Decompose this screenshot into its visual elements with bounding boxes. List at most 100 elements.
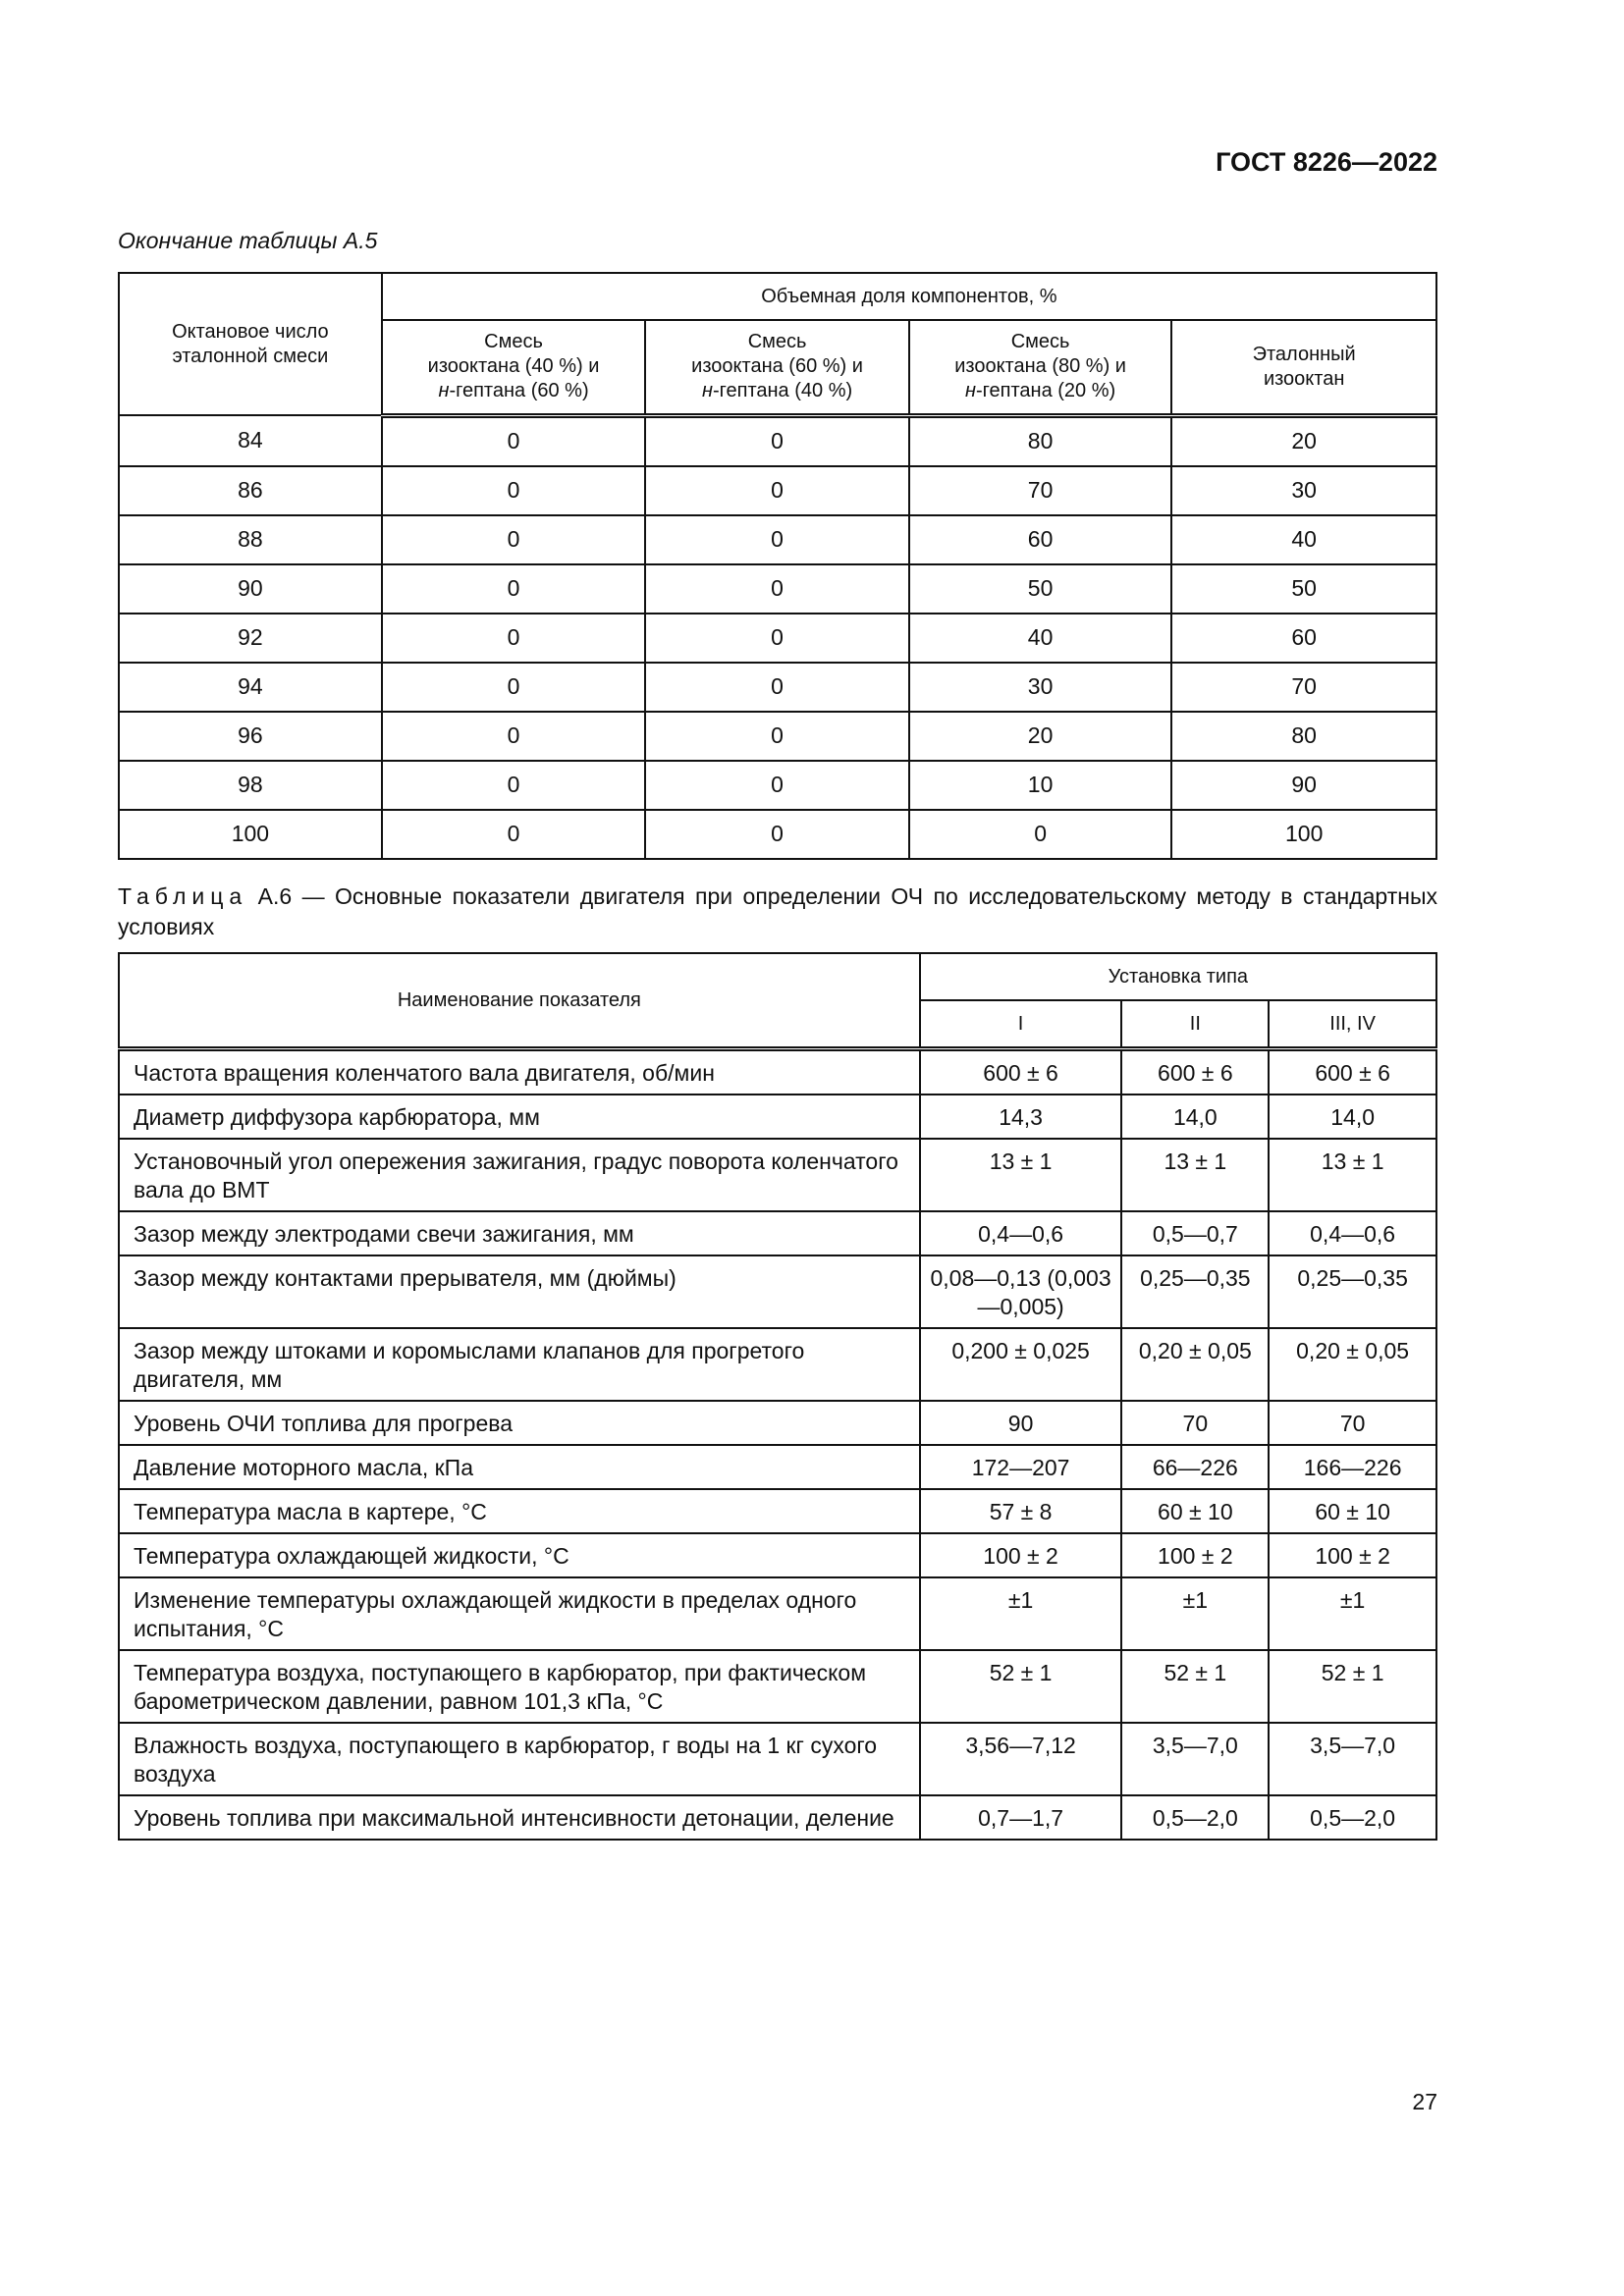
table-cell: 60: [907, 513, 1173, 565]
table-cell: 20: [907, 710, 1173, 762]
table-row: Установочный угол опережения зажигания, …: [118, 1138, 1437, 1212]
value-cell: 3,5—7,0: [1268, 1722, 1437, 1796]
table-cell: 98: [118, 759, 383, 811]
table-cell: 0: [380, 759, 647, 811]
parameter-name-cell: Давление моторного масла, кПа: [118, 1444, 921, 1490]
table-row: Давление моторного масла, кПа 172—207 66—2…: [118, 1444, 1437, 1490]
value-cell: 0,25—0,35: [1120, 1255, 1271, 1329]
value-cell: 100 ± 2: [1268, 1532, 1437, 1578]
column-header-type-2: II: [1120, 999, 1271, 1051]
table-cell: 0: [644, 414, 910, 467]
table-cell: 100: [118, 808, 383, 860]
table-cell: 100: [1170, 808, 1437, 860]
table-cell: 0: [644, 464, 910, 516]
table-cell: 96: [118, 710, 383, 762]
table-cell: 60: [1170, 612, 1437, 664]
parameter-name-cell: Температура воздуха, поступающего в карб…: [118, 1649, 921, 1724]
value-cell: 100 ± 2: [918, 1532, 1123, 1578]
table-cell: 10: [907, 759, 1173, 811]
table-cell: 92: [118, 612, 383, 664]
value-cell: 52 ± 1: [918, 1649, 1123, 1724]
table-cell: 0: [644, 661, 910, 713]
table-cell: 0: [380, 808, 647, 860]
value-cell: 0,08—0,13 (0,003—0,005): [918, 1255, 1123, 1329]
table-cell: 80: [1170, 710, 1437, 762]
table-row: 88 0 0 60 40: [118, 513, 1437, 565]
table-cell: 0: [644, 562, 910, 614]
value-cell: 13 ± 1: [918, 1138, 1123, 1212]
parameter-name-cell: Частота вращения коленчатого вала двигат…: [118, 1047, 921, 1095]
table-cell: 0: [644, 612, 910, 664]
table-row: Температура воздуха, поступающего в карб…: [118, 1649, 1437, 1724]
table-row: 84 0 0 80 20: [118, 414, 1437, 467]
value-cell: 166—226: [1268, 1444, 1437, 1490]
table-cell: 50: [907, 562, 1173, 614]
table-cell: 0: [380, 414, 647, 467]
value-cell: 0,20 ± 0,05: [1268, 1327, 1437, 1402]
table-row: Влажность воздуха, поступающего в карбюр…: [118, 1722, 1437, 1796]
table-row: 96 0 0 20 80: [118, 710, 1437, 762]
parameter-name-cell: Влажность воздуха, поступающего в карбюр…: [118, 1722, 921, 1796]
value-cell: ±1: [1120, 1576, 1271, 1651]
table-cell: 0: [907, 808, 1173, 860]
table-row: Зазор между контактами прерывателя, мм (…: [118, 1255, 1437, 1329]
table-row: Диаметр диффузора карбюратора, мм 14,3 14,…: [118, 1094, 1437, 1140]
parameter-name-cell: Зазор между штоками и коромыслами клапан…: [118, 1327, 921, 1402]
column-header-mix-40: Смесь изооктана (40 %) и н-гептана (60 %): [380, 319, 647, 418]
table-cell: 94: [118, 661, 383, 713]
table-cell: 0: [380, 562, 647, 614]
value-cell: 600 ± 6: [1268, 1047, 1437, 1095]
value-cell: 3,56—7,12: [918, 1722, 1123, 1796]
value-cell: 90: [918, 1400, 1123, 1446]
table-cell: 40: [907, 612, 1173, 664]
table-row: Уровень топлива при максимальной интенси…: [118, 1794, 1437, 1841]
table-row: 98 0 0 10 90: [118, 759, 1437, 811]
table-cell: 70: [1170, 661, 1437, 713]
value-cell: 3,5—7,0: [1120, 1722, 1271, 1796]
table-row: Температура охлаждающей жидкости, °С 100 …: [118, 1532, 1437, 1578]
table-row: 92 0 0 40 60: [118, 612, 1437, 664]
table-cell: 90: [1170, 759, 1437, 811]
table-cell: 88: [118, 513, 383, 565]
value-cell: 70: [1268, 1400, 1437, 1446]
document-id: ГОСТ 8226—2022: [1216, 147, 1437, 177]
value-cell: 0,5—2,0: [1120, 1794, 1271, 1841]
table-a5: Октановое число эталонной смеси Объемная…: [118, 272, 1438, 860]
table-cell: 0: [380, 464, 647, 516]
value-cell: 57 ± 8: [918, 1488, 1123, 1534]
table-cell: 0: [644, 513, 910, 565]
table-cell: 84: [118, 414, 383, 467]
table-cell: 90: [118, 562, 383, 614]
value-cell: 0,7—1,7: [918, 1794, 1123, 1841]
value-cell: 60 ± 10: [1268, 1488, 1437, 1534]
table-continuation-label: Окончание таблицы А.5: [118, 228, 378, 253]
value-cell: 600 ± 6: [1120, 1047, 1271, 1095]
column-header-mix-80: Смесь изооктана (80 %) и н-гептана (20 %): [907, 319, 1173, 418]
column-header-octane: Октановое число эталонной смеси: [118, 272, 383, 416]
table-cell: 0: [380, 612, 647, 664]
parameter-name-cell: Изменение температуры охлаждающей жидкос…: [118, 1576, 921, 1651]
table-cell: 50: [1170, 562, 1437, 614]
parameter-name-cell: Температура масла в картере, °С: [118, 1488, 921, 1534]
parameter-name-cell: Установочный угол опережения зажигания, …: [118, 1138, 921, 1212]
table-row: 94 0 0 30 70: [118, 661, 1437, 713]
value-cell: 13 ± 1: [1268, 1138, 1437, 1212]
value-cell: 60 ± 10: [1120, 1488, 1271, 1534]
parameter-name-cell: Уровень ОЧИ топлива для прогрева: [118, 1400, 921, 1446]
value-cell: 14,0: [1120, 1094, 1271, 1140]
table-cell: 20: [1170, 414, 1437, 467]
table-row: Уровень ОЧИ топлива для прогрева 90 70 70: [118, 1400, 1437, 1446]
table-cell: 70: [907, 464, 1173, 516]
column-header-type-3-4: III, IV: [1268, 999, 1437, 1051]
page-number: 27: [1412, 2089, 1437, 2114]
table-a6-caption: Таблица А.6 — Основные показатели двигат…: [118, 883, 1437, 939]
value-cell: 0,200 ± 0,025: [918, 1327, 1123, 1402]
table-row: Зазор между штоками и коромыслами клапан…: [118, 1327, 1437, 1402]
table-row: Зазор между электродами свечи зажигания,…: [118, 1210, 1437, 1256]
table-cell: 30: [1170, 464, 1437, 516]
value-cell: 14,0: [1268, 1094, 1437, 1140]
value-cell: 0,4—0,6: [1268, 1210, 1437, 1256]
value-cell: 0,20 ± 0,05: [1120, 1327, 1271, 1402]
value-cell: ±1: [1268, 1576, 1437, 1651]
